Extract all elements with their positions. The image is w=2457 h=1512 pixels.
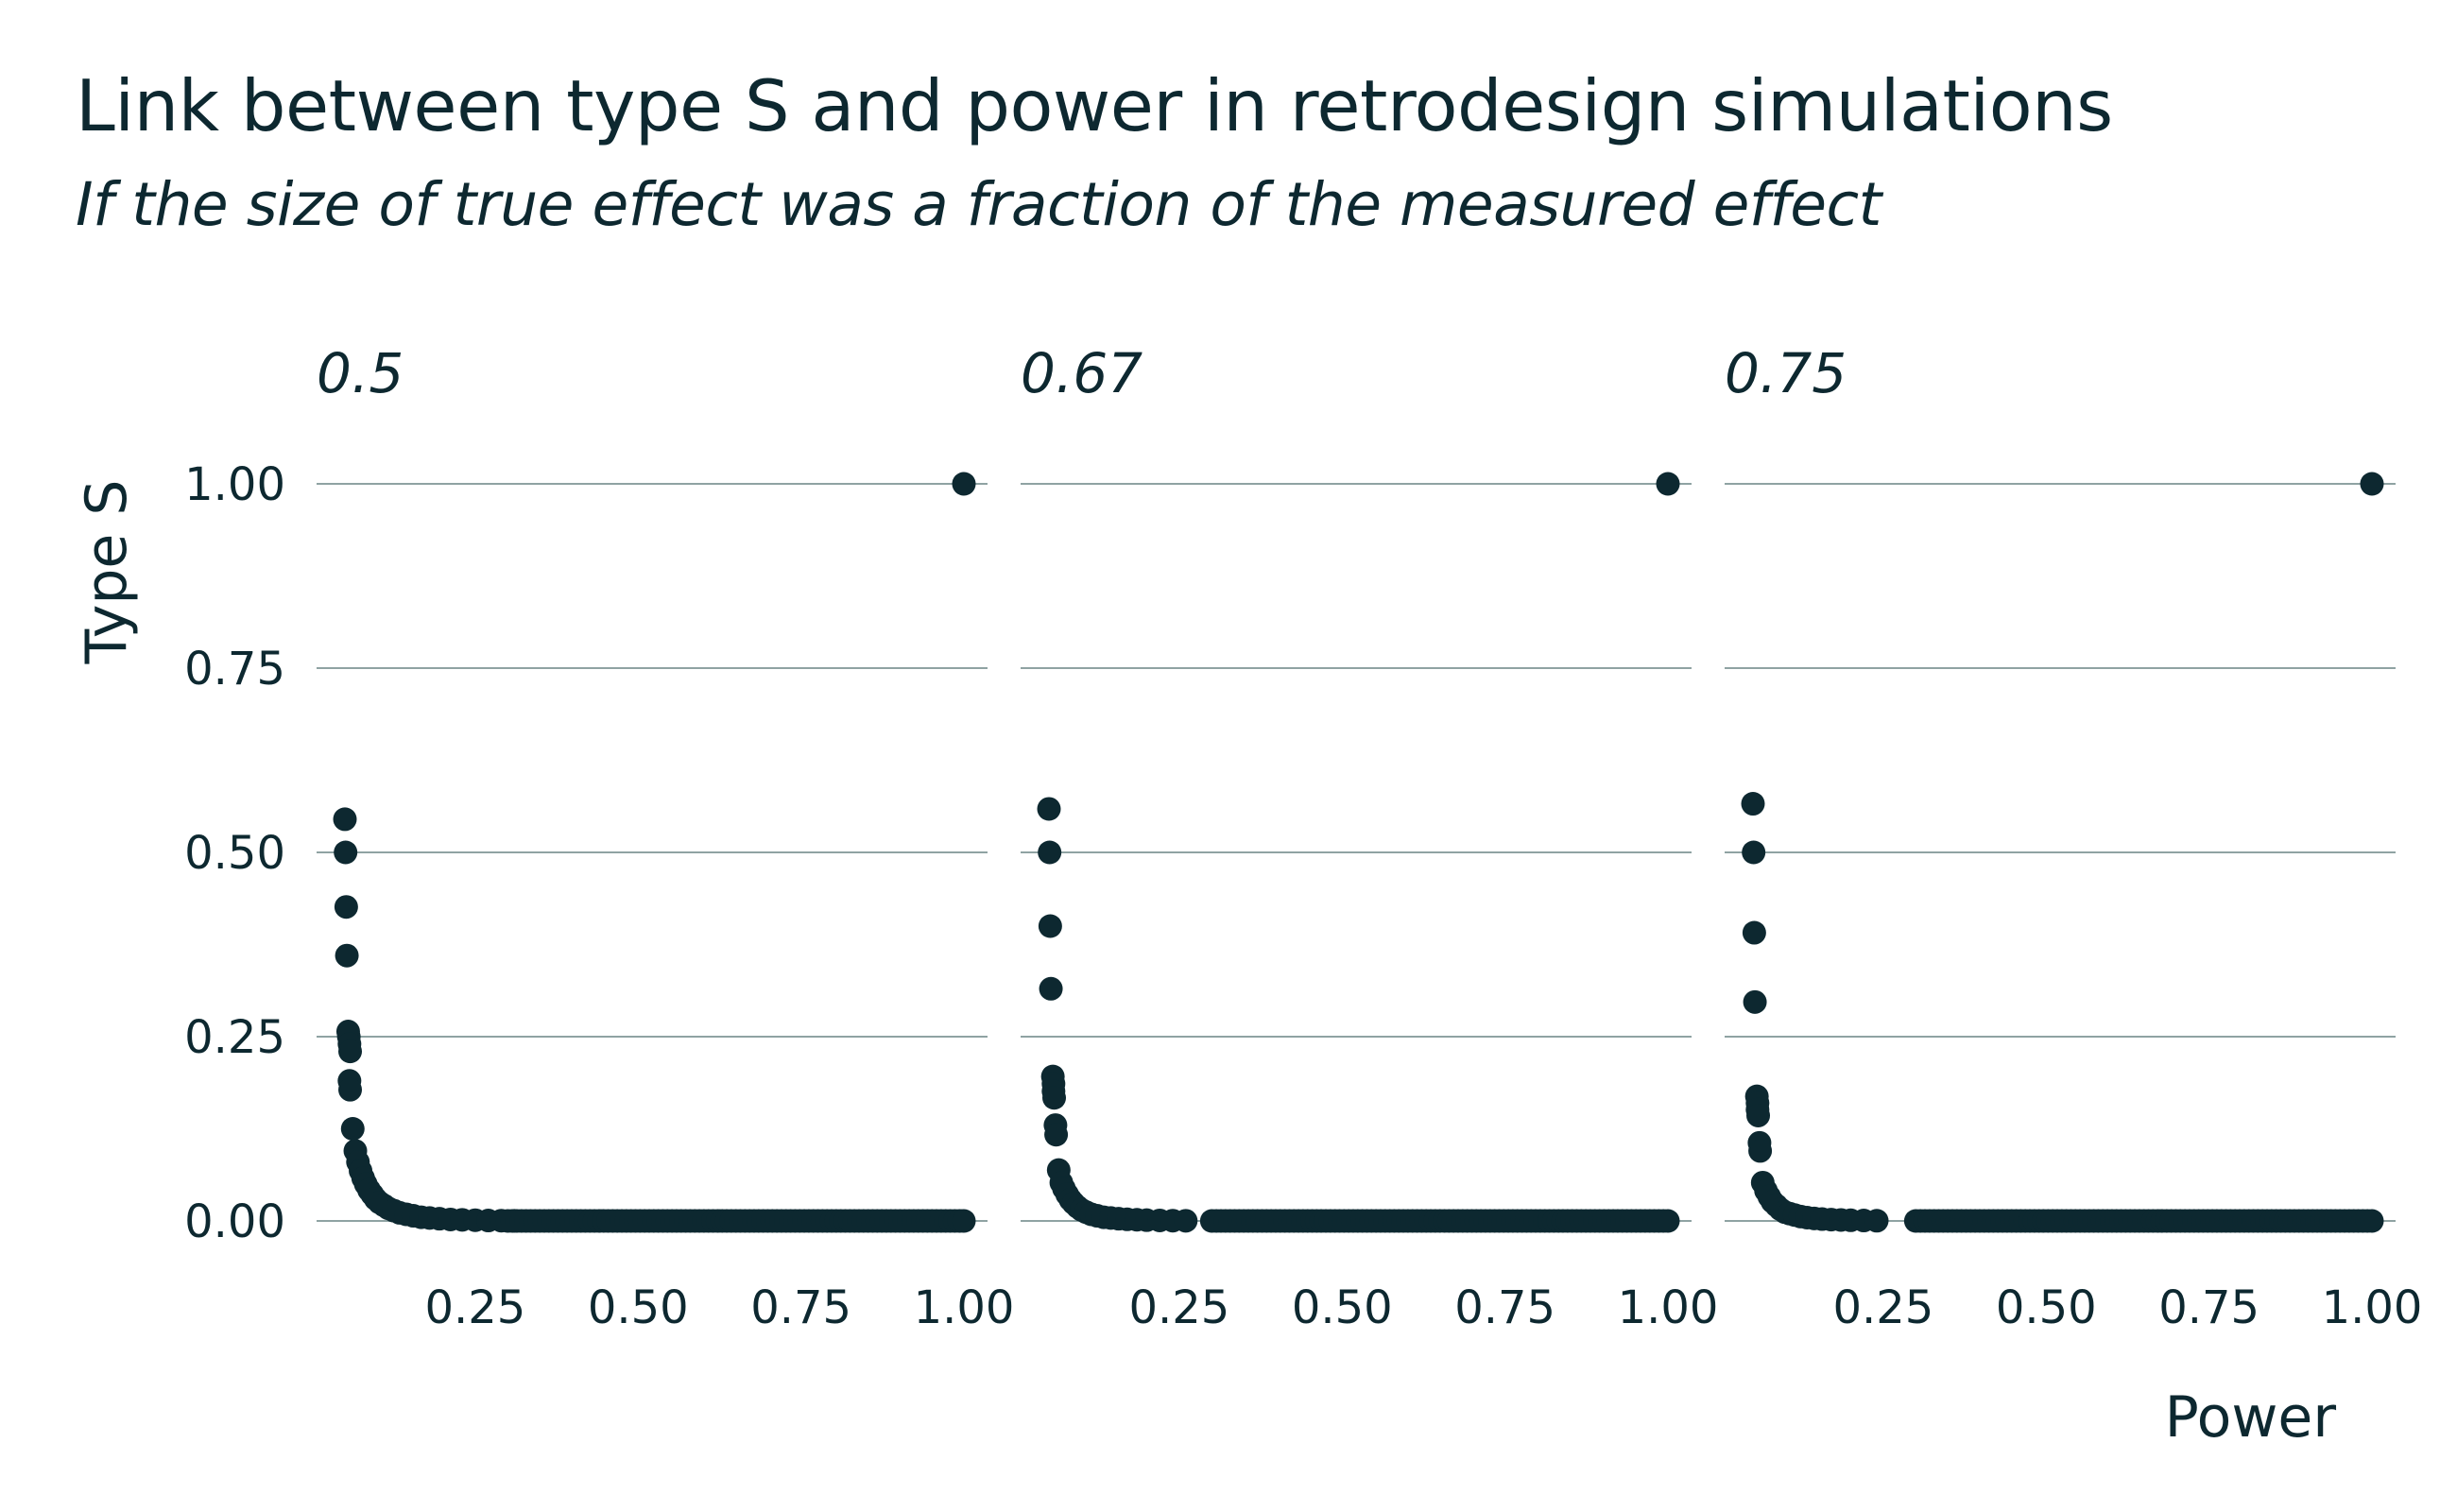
data-point: [2360, 472, 2384, 496]
data-point: [334, 895, 358, 919]
x-tick-label: 0.25: [424, 1281, 525, 1334]
y-tick-label: 1.00: [184, 458, 285, 511]
data-point: [334, 840, 358, 865]
data-point: [1039, 976, 1063, 1001]
data-point: [1743, 989, 1767, 1014]
x-tick-label: 0.75: [2158, 1281, 2259, 1334]
x-tick-label: 0.50: [1996, 1281, 2097, 1334]
y-tick-label: 0.75: [184, 643, 285, 696]
x-tick-label: 0.75: [750, 1281, 851, 1334]
x-tick-label: 1.00: [2322, 1281, 2423, 1334]
data-point: [1042, 1086, 1067, 1110]
data-point: [1742, 920, 1766, 945]
data-point: [340, 1117, 365, 1141]
facet-label: 0.67: [1021, 341, 1143, 405]
data-point: [2360, 1209, 2384, 1233]
x-tick-label: 0.75: [1454, 1281, 1555, 1334]
data-point: [1741, 792, 1765, 816]
x-tick-label: 0.50: [588, 1281, 689, 1334]
x-tick-label: 1.00: [914, 1281, 1015, 1334]
data-point: [1742, 840, 1766, 865]
chart-subtitle: If the size of true effect was a fractio…: [76, 170, 1881, 239]
data-point: [952, 472, 976, 496]
data-point: [1037, 797, 1061, 821]
x-axis-title: Power: [2165, 1384, 2337, 1451]
data-point: [1748, 1139, 1773, 1163]
data-point: [335, 943, 359, 968]
facet-label: 0.75: [1725, 341, 1847, 405]
facet-label: 0.5: [317, 341, 404, 405]
y-tick-label: 0.50: [184, 827, 285, 880]
data-point: [1038, 840, 1062, 865]
data-point: [952, 1209, 976, 1233]
data-point: [338, 1040, 363, 1064]
chart-title: Link between type S and power in retrode…: [76, 64, 2113, 147]
x-tick-label: 1.00: [1618, 1281, 1719, 1334]
data-point: [333, 807, 357, 832]
data-point: [1044, 1123, 1069, 1147]
x-tick-label: 0.25: [1832, 1281, 1933, 1334]
data-point: [1746, 1103, 1771, 1127]
data-point: [1656, 1209, 1680, 1233]
x-tick-label: 0.25: [1128, 1281, 1229, 1334]
y-tick-label: 0.00: [184, 1195, 285, 1248]
data-point: [1038, 914, 1062, 938]
data-point: [1864, 1209, 1889, 1233]
y-tick-label: 0.25: [184, 1011, 285, 1064]
data-point: [338, 1077, 363, 1102]
data-point: [1174, 1209, 1198, 1233]
x-tick-label: 0.50: [1292, 1281, 1393, 1334]
data-point: [1656, 472, 1680, 496]
y-axis-title: Type S: [74, 480, 140, 665]
